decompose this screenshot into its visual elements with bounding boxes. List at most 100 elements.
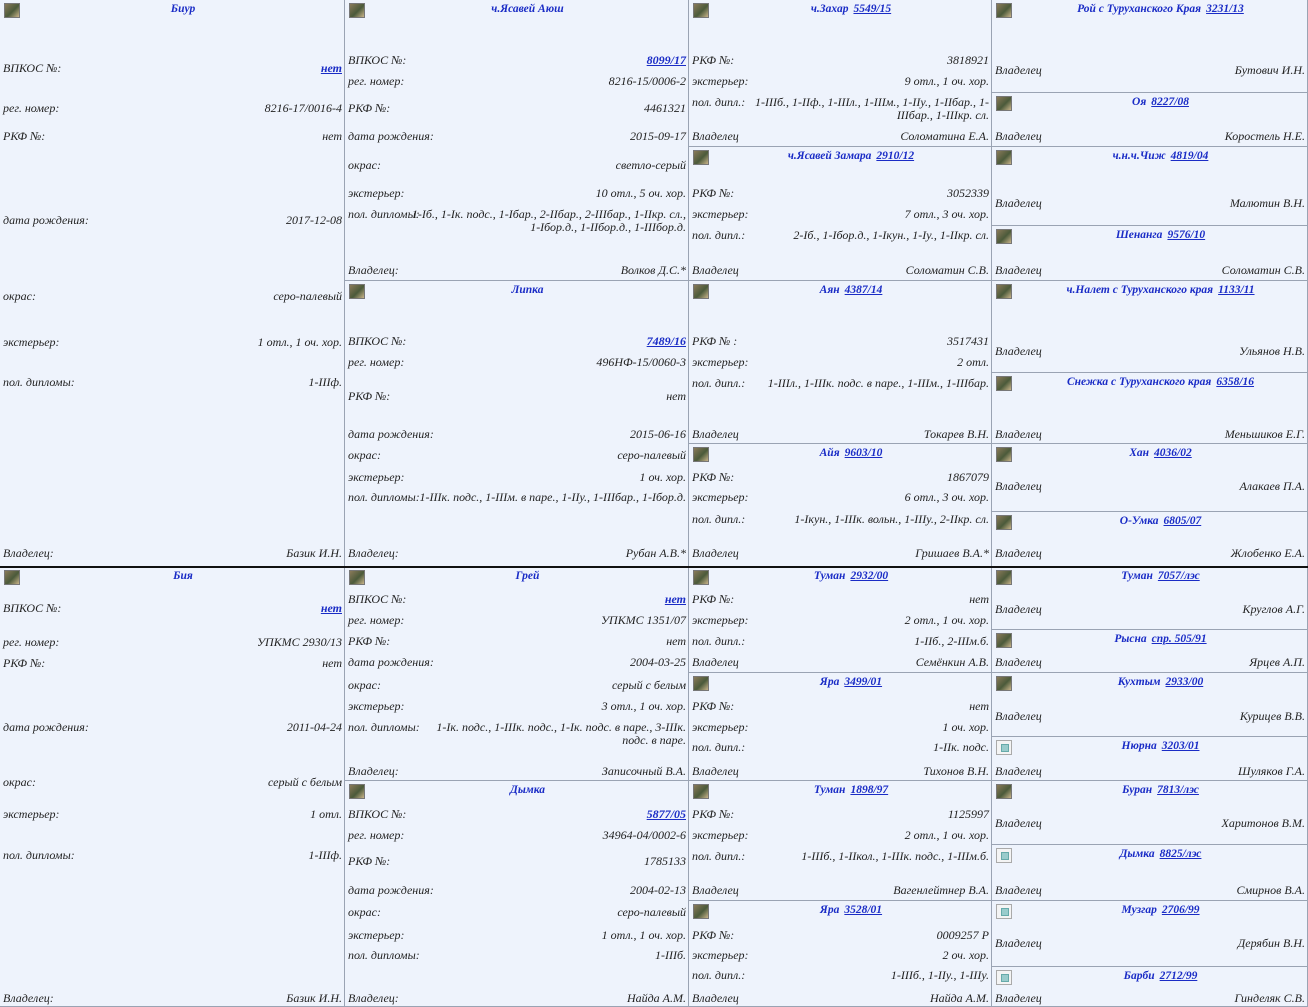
registry-number-link[interactable]: 2706/99 <box>1161 904 1200 916</box>
field-value: Жлобенко Е.А. <box>1230 546 1305 560</box>
dog-photo-thumbnail[interactable] <box>349 570 365 585</box>
registry-number-link[interactable]: 8227/08 <box>1151 96 1189 108</box>
registry-number-link[interactable]: 3203/01 <box>1161 740 1200 752</box>
registry-number-link[interactable]: 8825/лэс <box>1159 848 1202 860</box>
dog-photo-thumbnail[interactable] <box>996 447 1012 462</box>
dog-photo-thumbnail[interactable] <box>693 150 709 165</box>
registry-number-link[interactable]: 2933/00 <box>1165 676 1204 688</box>
registry-number-link[interactable]: 2712/99 <box>1159 970 1198 982</box>
dog-photo-thumbnail[interactable] <box>996 848 1012 863</box>
field-value[interactable]: нет <box>664 592 686 606</box>
dog-header: ч.Захар 5549/15 <box>689 0 991 20</box>
field-label: пол. дипл.: <box>692 740 746 754</box>
field-row: рег. номер: 496НФ-15/0060-3 <box>348 356 686 369</box>
field-row: окрас: серо-палевый <box>3 290 342 303</box>
registry-number-link[interactable]: 4036/02 <box>1154 447 1192 459</box>
field-label: Владелец <box>995 546 1042 560</box>
field-value[interactable]: 5877/05 <box>646 807 686 821</box>
field-value: нет <box>322 656 342 670</box>
dog-photo-thumbnail[interactable] <box>996 3 1012 18</box>
registry-number-link[interactable]: 1133/11 <box>1218 284 1255 296</box>
registry-number-link[interactable]: 3231/13 <box>1206 3 1244 15</box>
dog-name-block: ч.Налет с Туруханского края 1133/11 <box>1016 283 1305 297</box>
registry-number-link[interactable]: 3528/01 <box>844 904 883 916</box>
registry-number-link[interactable]: 6358/16 <box>1216 376 1255 388</box>
dog-photo-thumbnail[interactable] <box>996 784 1012 799</box>
dog-photo-thumbnail[interactable] <box>693 784 709 799</box>
field-row: пол. дипл.: 1-IIб., 2-IIIм.б. <box>692 635 989 648</box>
field-value: 3052339 <box>947 186 989 200</box>
registry-number-link[interactable]: 7057/лэс <box>1157 570 1200 582</box>
registry-number-link[interactable]: 6805/07 <box>1163 515 1202 527</box>
dog-photo-thumbnail[interactable] <box>996 229 1012 244</box>
field-value: Найда А.М. <box>929 991 989 1005</box>
field-label: Владелец <box>995 602 1042 616</box>
dog-photo-thumbnail[interactable] <box>349 284 365 299</box>
dog-name-block: Айя 9603/10 <box>713 446 989 460</box>
field-row: пол. дипл.: 1-IIIб., 1-IIкол., 1-IIIк. по… <box>692 850 989 863</box>
dog-name: Яра <box>819 904 840 916</box>
dog-name: Биур <box>170 3 196 15</box>
dog-name: Дымка <box>1119 848 1155 860</box>
field-label: экстерьер: <box>348 928 405 942</box>
dog-photo-thumbnail[interactable] <box>996 96 1012 111</box>
dog-photo-thumbnail[interactable] <box>4 570 20 585</box>
dog-photo-thumbnail[interactable] <box>996 904 1012 919</box>
field-row: пол. дипломы: 1-Iб., 1-Iк. подс., 1-Iбар.… <box>348 208 686 234</box>
field-value: Смирнов В.А. <box>1236 883 1305 897</box>
dog-photo-thumbnail[interactable] <box>693 284 709 299</box>
registry-number-link[interactable]: 1898/97 <box>850 784 889 796</box>
dog-photo-thumbnail[interactable] <box>693 904 709 919</box>
field-value[interactable]: нет <box>320 61 342 75</box>
field-row: РКФ №: 1125997 <box>692 808 989 821</box>
dog-photo-thumbnail[interactable] <box>996 284 1012 299</box>
field-value: 1-IIIб., 1-IIф., 1-IIIл., 1-IIIм., 1-IIу… <box>755 95 989 122</box>
field-value[interactable]: нет <box>320 601 342 615</box>
field-value: 1-IIIф. <box>308 848 342 862</box>
field-value: 1785133 <box>644 854 686 868</box>
registry-number-link[interactable]: 9603/10 <box>844 447 883 459</box>
field-value[interactable]: 7489/16 <box>646 334 686 348</box>
dog-header: Айя 9603/10 <box>689 444 991 464</box>
registry-number-link[interactable]: 2932/00 <box>850 570 889 582</box>
dog-photo-thumbnail[interactable] <box>996 570 1012 585</box>
registry-number-link[interactable]: 4819/04 <box>1170 150 1209 162</box>
dog-photo-thumbnail[interactable] <box>996 970 1012 985</box>
dog-photo-thumbnail[interactable] <box>693 447 709 462</box>
pedigree-card-great-grandparent: Туман 1898/97 РКФ №: 1125997 экстерьер: 2 отл… <box>689 781 992 901</box>
field-value: Записочный В.А. <box>601 764 686 778</box>
field-value[interactable]: 8099/17 <box>646 53 686 67</box>
registry-number-link[interactable]: 9576/10 <box>1167 229 1206 241</box>
dog-photo-thumbnail[interactable] <box>996 633 1012 648</box>
registry-number-link[interactable]: 7813/лэс <box>1157 784 1199 796</box>
dog-photo-thumbnail[interactable] <box>693 3 709 18</box>
registry-number-link[interactable]: 2910/12 <box>876 150 915 162</box>
dog-photo-thumbnail[interactable] <box>996 376 1012 391</box>
dog-name-block: Биур <box>24 2 342 16</box>
registry-number-link[interactable]: 4387/14 <box>844 284 883 296</box>
dog-photo-thumbnail[interactable] <box>693 570 709 585</box>
registry-number-link[interactable]: 5549/15 <box>853 3 892 15</box>
dog-photo-thumbnail[interactable] <box>996 676 1012 691</box>
dog-photo-thumbnail[interactable] <box>349 3 365 18</box>
field-label: Владелец: <box>348 546 399 560</box>
dog-photo-thumbnail[interactable] <box>996 150 1012 165</box>
registry-number-link[interactable]: 3499/01 <box>844 676 883 688</box>
dog-name: Туман <box>813 784 846 796</box>
field-label: пол. дипл.: <box>692 634 746 648</box>
dog-photo-thumbnail[interactable] <box>4 3 20 18</box>
registry-number-link[interactable]: спр. 505/91 <box>1151 633 1207 645</box>
field-row: ВПКОС №: 7489/16 <box>348 335 686 348</box>
field-value: нет <box>666 389 686 403</box>
field-label: пол. дипломы: <box>348 720 420 734</box>
field-label: экстерьер: <box>3 807 60 821</box>
field-row: экстерьер: 2 оч. хор. <box>692 949 989 962</box>
field-label: пол. дипл.: <box>692 849 746 863</box>
field-row: Владелец Курицев В.В. <box>995 710 1305 723</box>
dog-photo-thumbnail[interactable] <box>693 676 709 691</box>
dog-photo-thumbnail[interactable] <box>349 784 365 799</box>
dog-photo-thumbnail[interactable] <box>996 740 1012 755</box>
dog-photo-thumbnail[interactable] <box>996 515 1012 530</box>
field-value: Найда А.М. <box>626 991 686 1005</box>
pedigree-card-great-grandparent: Яра 3499/01 РКФ №: нет экстерьер: 1 оч. хор. п… <box>689 673 992 781</box>
